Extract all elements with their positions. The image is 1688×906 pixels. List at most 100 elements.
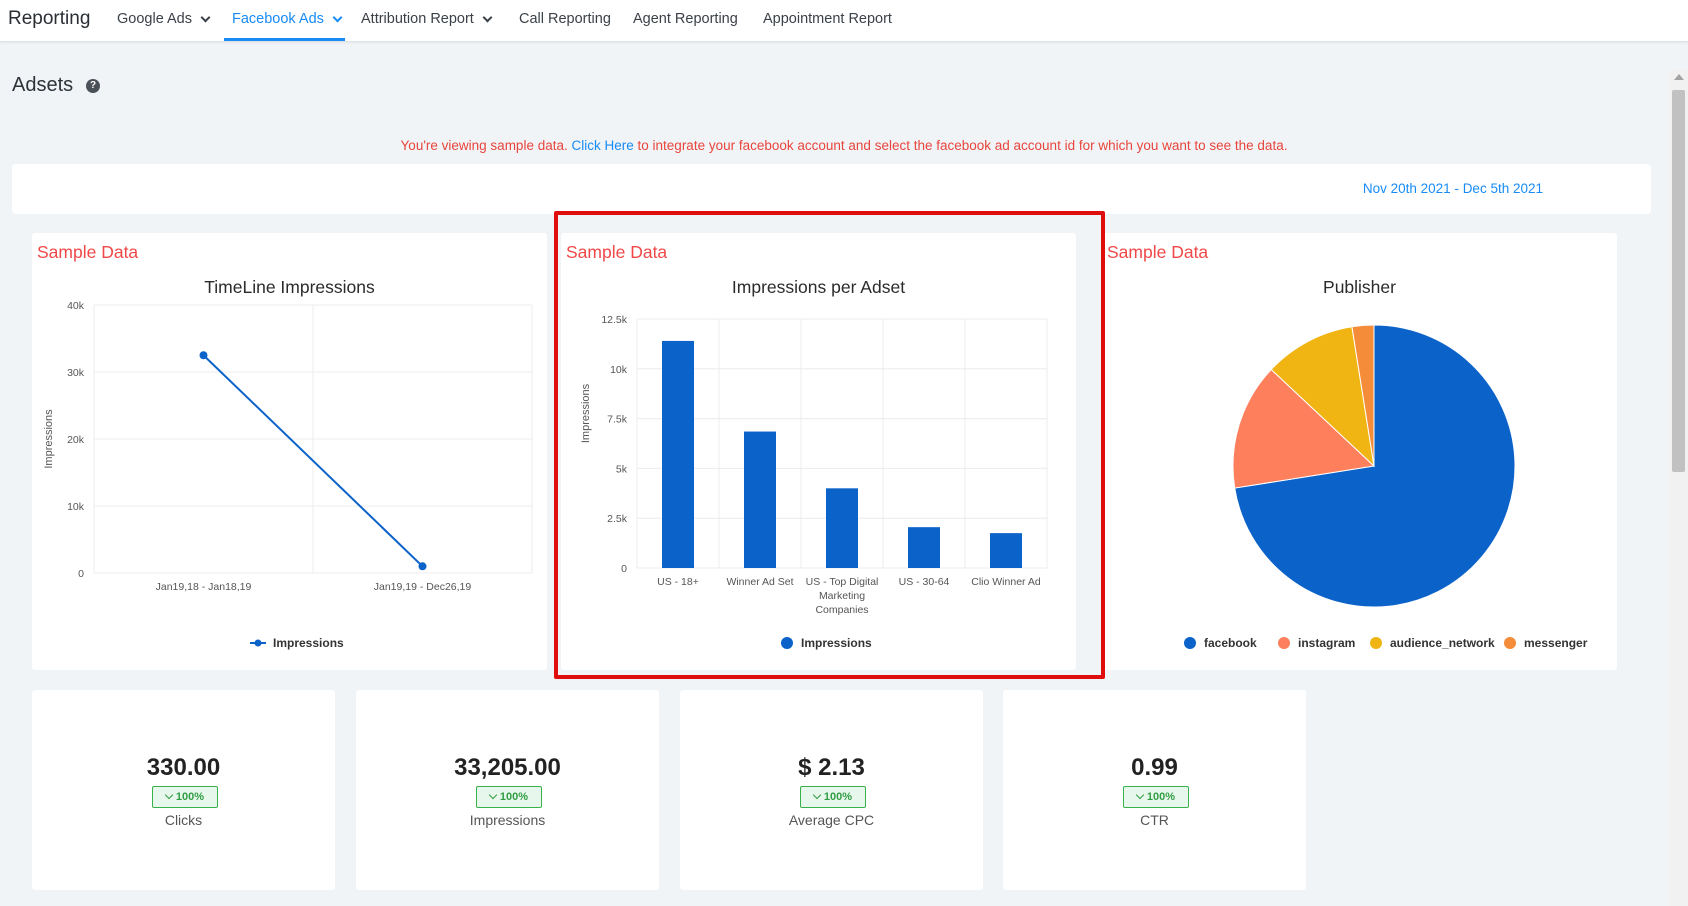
timeline-line-chart: 40k 30k 20k 10k 0 Jan19,18 - Jan18,19 Jan19,19… [43,300,533,650]
y-tick-label: 12.5k [601,314,627,326]
legend-marker-icon [1278,637,1290,649]
pie-slice [1232,368,1376,489]
legend-marker-icon [1184,637,1196,649]
metric-card-average-cpc: $ 2.13 100% Average CPC [680,690,983,890]
publisher-card: Sample Data Publisher facebook instagram a… [1102,233,1617,670]
pie-slice [1234,324,1516,608]
bar [908,527,940,568]
y-axis-title: Impressions [580,383,592,443]
nav-appointment-report[interactable]: Appointment Report [763,11,892,27]
metric-label: Clicks [164,812,203,828]
y-tick-label: 10k [67,501,85,513]
legend-label: audience_network [1390,636,1495,650]
metric-label: CTR [1140,812,1169,828]
nav-facebook-ads-label: Facebook Ads [232,11,324,27]
legend-label: instagram [1298,636,1355,650]
change-value: 100% [823,791,853,803]
metric-card-impressions: 33,205.00 100% Impressions [356,690,659,890]
publisher-pie-chart: facebook instagram audience_network messeng… [1184,324,1588,650]
y-tick-label: 7.5k [607,414,628,426]
metric-value: $ 2.13 [798,754,865,781]
x-tick-label: US - 18+ [657,576,699,588]
notice-prefix: You're viewing sample data. [400,138,568,153]
chevron-down-icon [488,790,498,800]
change-value: 100% [1146,791,1176,803]
metric-card-clicks: 330.00 100% Clicks [32,690,335,890]
y-tick-label: 30k [67,367,85,379]
change-badge: 100% [476,786,542,808]
date-range-bar: Nov 20th 2021 - Dec 5th 2021 [12,164,1651,214]
nav-agent-reporting-label: Agent Reporting [633,11,738,27]
chart-title: Impressions per Adset [731,277,906,297]
legend-label: Impressions [273,636,344,650]
y-tick-label: 40k [67,300,85,312]
x-tick-label: Companies [815,604,868,616]
chevron-down-icon [164,790,174,800]
scroll-thumb[interactable] [1672,90,1685,472]
nav-attribution-report-label: Attribution Report [361,11,474,27]
x-tick-label: US - Top Digital [806,576,879,588]
sample-data-label: Sample Data [37,242,139,262]
nav-google-ads-label: Google Ads [117,11,192,27]
active-tab-indicator [224,38,345,41]
scroll-up-arrow-icon[interactable] [1674,74,1684,80]
nav-call-reporting[interactable]: Call Reporting [519,11,611,27]
chart-title: TimeLine Impressions [204,277,375,297]
nav-google-ads[interactable]: Google Ads [117,11,211,27]
x-tick-label: Clio Winner Ad [971,576,1041,588]
bar [990,533,1022,568]
sample-data-label: Sample Data [1107,242,1209,262]
legend-marker-icon [1504,637,1516,649]
pie-slice [1270,326,1375,468]
y-tick-label: 10k [610,364,628,376]
sample-data-label: Sample Data [566,242,668,262]
metric-label: Average CPC [788,812,875,828]
nav-appointment-report-label: Appointment Report [763,11,892,27]
nav-facebook-ads[interactable]: Facebook Ads [232,11,343,27]
x-tick-label: Marketing [819,590,865,602]
x-tick-label: Winner Ad Set [726,576,793,588]
notice-suffix: to integrate your facebook account and s… [637,138,1288,153]
date-range-picker[interactable]: Nov 20th 2021 - Dec 5th 2021 [1362,181,1543,196]
legend-label: facebook [1204,636,1257,650]
metric-label: Impressions [469,812,546,828]
x-tick-label: Jan19,19 - Dec26,19 [374,581,472,593]
y-tick-label: 5k [616,463,628,475]
y-axis-title: Impressions [43,409,55,469]
chevron-down-icon [482,12,493,22]
scrollbar[interactable] [1669,70,1688,906]
metric-value: 330.00 [146,754,221,781]
pie-slice [1351,324,1375,467]
question-circle-icon[interactable]: ? [86,79,100,93]
change-badge: 100% [800,786,866,808]
y-tick-label: 0 [621,563,627,575]
chevron-down-icon [332,12,343,22]
click-here-link[interactable]: Click Here [571,138,634,153]
nav-agent-reporting[interactable]: Agent Reporting [633,11,738,27]
metric-value: 33,205.00 [454,754,561,781]
nav-call-reporting-label: Call Reporting [519,11,611,27]
chart-title: Publisher [1323,277,1396,297]
brand-title: Reporting [8,8,91,29]
y-tick-label: 20k [67,434,85,446]
change-value: 100% [499,791,529,803]
top-nav: Reporting Google Ads Facebook Ads Attrib… [0,0,1688,42]
data-point [199,351,208,360]
sample-data-notice: You're viewing sample data. Click Here t… [0,138,1688,153]
change-badge: 100% [152,786,218,808]
impressions-per-adset-card: Sample Data Impressions per Adset 12.5k 1… [561,233,1076,670]
legend-marker-icon [1370,637,1382,649]
nav-attribution-report[interactable]: Attribution Report [361,11,493,27]
bar [662,340,694,568]
chevron-down-icon [200,12,211,22]
x-tick-label: US - 30-64 [899,576,950,588]
x-tick-label: Jan19,18 - Jan18,19 [156,581,252,593]
legend-marker-icon [781,637,793,649]
chevron-down-icon [1135,790,1145,800]
change-badge: 100% [1123,786,1189,808]
metric-value: 0.99 [1131,754,1178,781]
legend-marker-icon [254,639,262,647]
y-tick-label: 2.5k [607,513,628,525]
adset-bar-chart: 12.5k 10k 7.5k 5k 2.5k 0 Impressions US - 18+ Wi… [580,314,1048,650]
legend-label: Impressions [801,636,872,650]
